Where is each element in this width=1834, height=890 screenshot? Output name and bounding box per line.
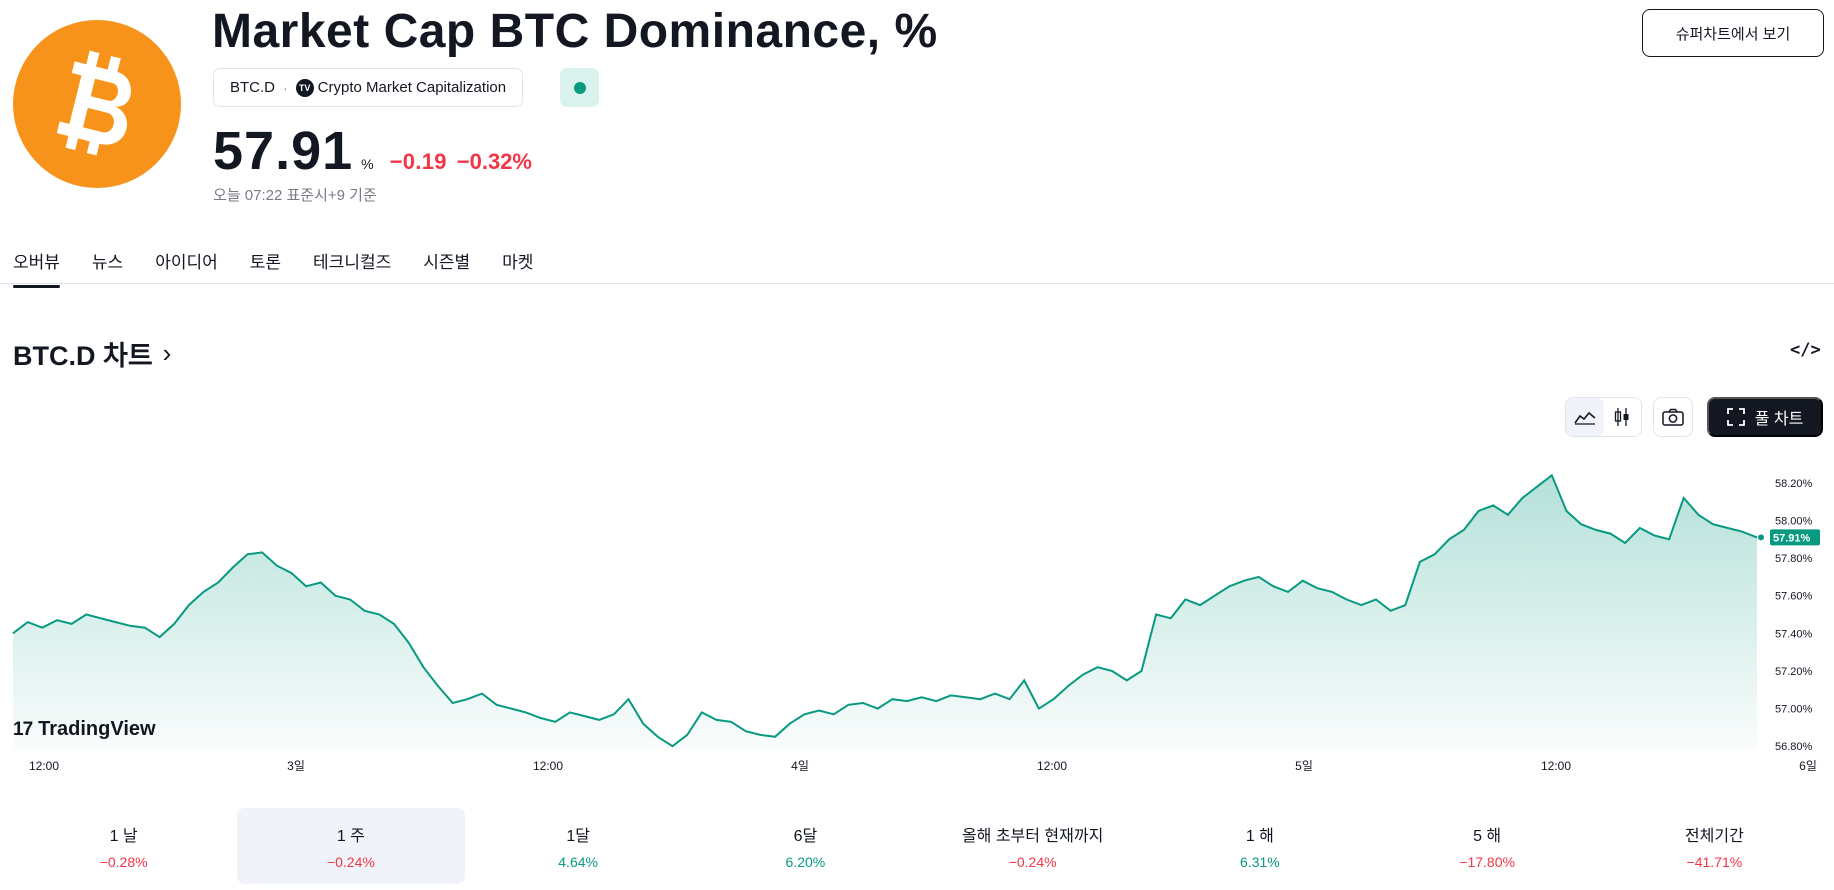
tradingview-brand[interactable]: 17 TradingView xyxy=(13,718,156,741)
separator: · xyxy=(283,79,288,96)
y-tick-label: 58.00% xyxy=(1775,515,1813,527)
period-value: −0.24% xyxy=(326,854,375,870)
current-price: 57.91 xyxy=(213,121,354,181)
symbol-exchange-pill[interactable]: BTC.D · TV Crypto Market Capitalization xyxy=(213,68,524,107)
period-button[interactable]: 6달 6.20% xyxy=(692,808,919,884)
tabs-divider xyxy=(0,283,1834,284)
period-button[interactable]: 올해 초부터 현재까지 −0.24% xyxy=(919,808,1146,884)
y-tick-label: 57.60% xyxy=(1775,591,1813,603)
status-dot-icon xyxy=(573,81,586,94)
tab-6[interactable]: 마켓 xyxy=(502,253,534,272)
period-button[interactable]: 1 주 −0.24% xyxy=(237,808,465,884)
tradingview-brand-text: TradingView xyxy=(38,718,156,740)
y-tick-label: 57.20% xyxy=(1775,666,1813,678)
x-tick-label: 5일 xyxy=(1295,759,1313,773)
period-value: −41.71% xyxy=(1686,854,1743,870)
x-tick-label: 3일 xyxy=(287,759,305,773)
period-button[interactable]: 1 해 6.31% xyxy=(1146,808,1373,884)
period-button[interactable]: 전체기간 −41.71% xyxy=(1601,808,1828,884)
last-value-label: 57.91% xyxy=(1773,532,1811,544)
bitcoin-symbol-icon xyxy=(56,50,131,156)
period-label: 전체기간 xyxy=(1684,828,1744,845)
period-label: 올해 초부터 현재까지 xyxy=(961,828,1104,845)
period-value: 4.64% xyxy=(558,854,598,870)
tab-1[interactable]: 뉴스 xyxy=(91,253,124,272)
area-fill xyxy=(13,475,1757,750)
embed-code-icon[interactable]: </> xyxy=(1790,340,1821,360)
fullscreen-icon xyxy=(1726,408,1745,426)
x-tick-label: 6일 xyxy=(1799,759,1817,773)
chevron-right-icon: › xyxy=(162,338,172,368)
period-value: −0.28% xyxy=(99,854,148,870)
tab-4[interactable]: 테크니컬즈 xyxy=(313,253,392,272)
period-label: 6달 xyxy=(793,828,818,845)
tab-bar: 오버뷰 뉴스 아이디어 토론 테크니컬즈 시즌별 마켓 xyxy=(13,248,534,288)
y-tick-label: 57.80% xyxy=(1775,553,1813,565)
full-chart-button[interactable]: 풀 차트 xyxy=(1707,397,1823,437)
chart-heading-link[interactable]: BTC.D 차트 › xyxy=(13,334,171,373)
full-chart-label: 풀 차트 xyxy=(1754,411,1804,428)
candlestick-chart-icon[interactable] xyxy=(1604,398,1642,436)
tab-3[interactable]: 토론 xyxy=(249,253,282,272)
exchange-label: Crypto Market Capitalization xyxy=(317,79,507,96)
chart-heading-text: BTC.D 차트 xyxy=(13,341,153,371)
symbol-label: BTC.D xyxy=(230,79,275,96)
period-label: 5 해 xyxy=(1473,828,1502,845)
period-button[interactable]: 5 해 −17.80% xyxy=(1374,808,1601,884)
chart-style-toggle xyxy=(1565,397,1642,437)
tradingview-mini-icon: TV xyxy=(295,78,314,97)
performance-periods: 1 날 −0.28% 1 주 −0.24% 1달 4.64% 6달 6.20% 올해 초부터 현… xyxy=(10,808,1828,884)
period-button[interactable]: 1달 4.64% xyxy=(465,808,692,884)
period-label: 1 주 xyxy=(336,828,365,845)
x-tick-label: 12:00 xyxy=(533,759,563,773)
page-title: Market Cap BTC Dominance, % xyxy=(212,5,938,58)
tab-5[interactable]: 시즌별 xyxy=(423,253,471,272)
y-tick-label: 57.00% xyxy=(1775,704,1813,716)
last-value-badge xyxy=(1770,529,1820,546)
y-tick-label: 56.80% xyxy=(1775,741,1813,753)
last-point xyxy=(1758,534,1764,541)
period-label: 1 날 xyxy=(109,828,138,845)
tradingview-logo-icon: 17 xyxy=(13,718,33,740)
price-unit: % xyxy=(361,156,374,172)
period-label: 1 해 xyxy=(1245,828,1274,845)
period-value: −0.24% xyxy=(1008,854,1057,870)
supercharts-button[interactable]: 슈퍼차트에서 보기 xyxy=(1642,9,1824,57)
y-tick-label: 57.40% xyxy=(1775,628,1813,640)
price-chart[interactable]: 58.20% 58.00% 57.80% 57.60% 57.40% 57.20% 57.0… xyxy=(0,440,1834,780)
series-line xyxy=(12,473,1758,748)
period-button[interactable]: 1 날 −0.28% xyxy=(10,808,237,884)
period-label: 1달 xyxy=(566,828,590,845)
period-value: −17.80% xyxy=(1459,854,1515,870)
period-value: 6.20% xyxy=(785,854,826,870)
y-tick-label: 58.20% xyxy=(1775,478,1813,490)
tab-0[interactable]: 오버뷰 xyxy=(13,248,60,288)
price-change: −0.19 xyxy=(389,149,447,174)
tab-2[interactable]: 아이디어 xyxy=(155,253,218,272)
x-tick-label: 12:00 xyxy=(1037,759,1067,773)
price-row: 57.91 % −0.19 −0.32% xyxy=(213,120,532,182)
x-tick-label: 12:00 xyxy=(1541,759,1571,773)
period-value: 6.31% xyxy=(1240,854,1280,870)
camera-icon[interactable] xyxy=(1653,397,1693,437)
area-chart-icon[interactable] xyxy=(1566,398,1604,436)
x-tick-label: 12:00 xyxy=(29,759,59,773)
price-change-percent: −0.32% xyxy=(456,149,532,174)
x-tick-label: 4일 xyxy=(791,759,809,773)
price-timestamp: 오늘 07:22 표준시+9 기준 xyxy=(213,187,377,204)
bitcoin-logo-icon xyxy=(13,20,181,188)
market-status-indicator[interactable] xyxy=(560,68,599,107)
